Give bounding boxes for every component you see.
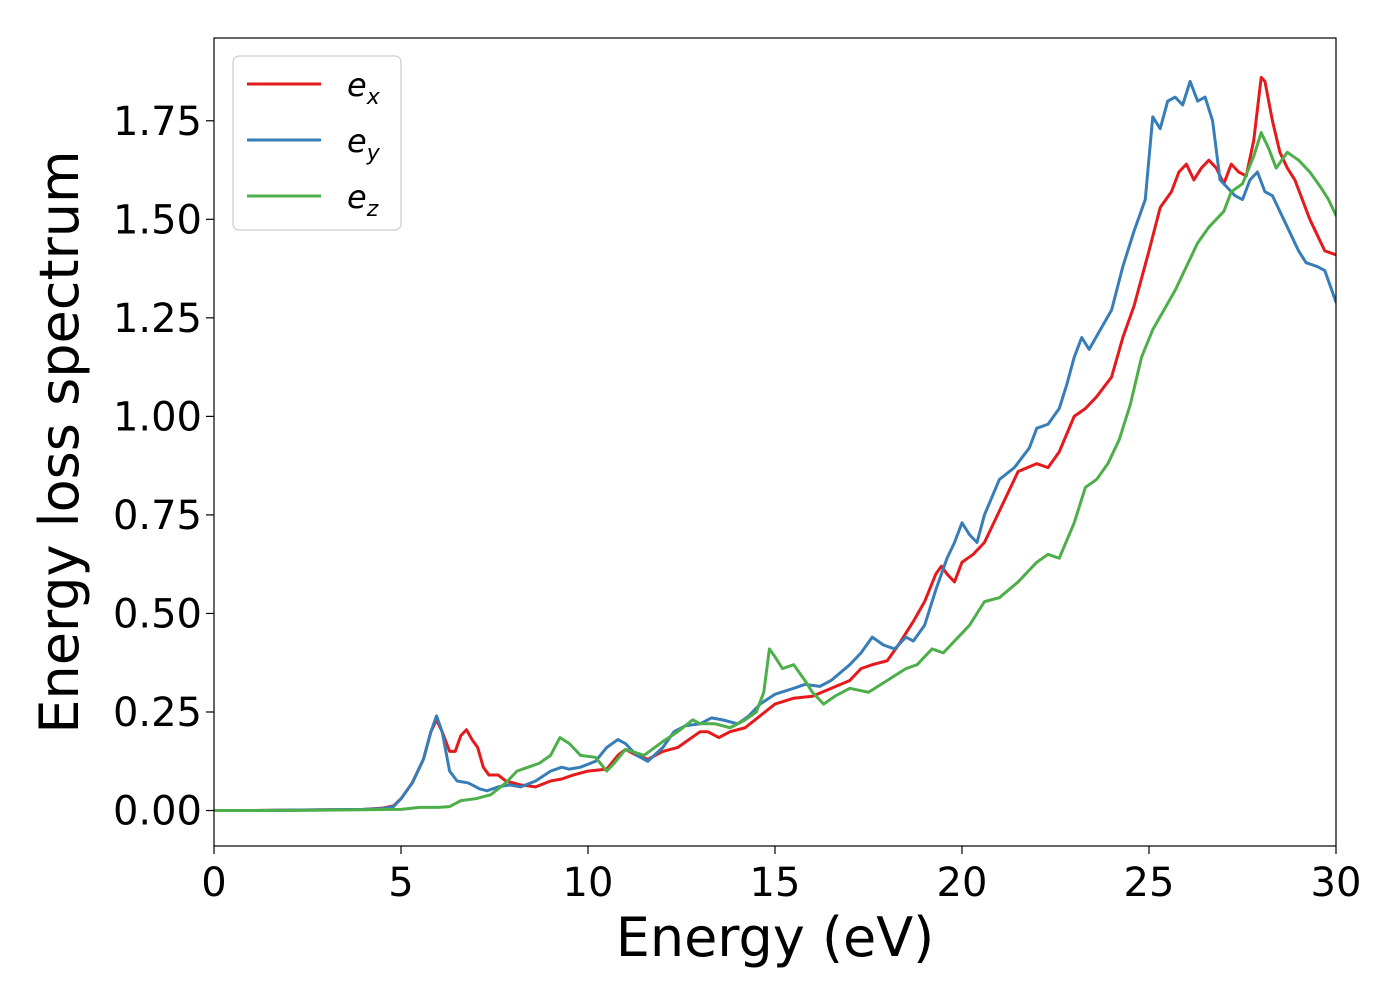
legend-box xyxy=(232,55,402,231)
series-line-x xyxy=(214,75,1336,813)
x-tick-label: 20 xyxy=(937,860,988,906)
x-tick-label: 15 xyxy=(750,860,801,906)
x-tick-label: 25 xyxy=(1124,860,1175,906)
legend-label-z: ez xyxy=(347,178,379,222)
y-tick-label: 1.25 xyxy=(113,296,202,342)
plot-lines xyxy=(214,75,1336,813)
y-tick-label: 0.00 xyxy=(113,789,202,835)
y-tick-label: 1.00 xyxy=(113,394,202,440)
y-tick-label: 0.25 xyxy=(113,690,202,736)
legend-label-y: ey xyxy=(347,122,381,166)
y-tick-label: 0.50 xyxy=(113,591,202,637)
x-tick-label: 10 xyxy=(563,860,614,906)
y-axis-label: Energy loss spectrum xyxy=(28,150,91,733)
x-axis-label: Energy (eV) xyxy=(616,906,935,969)
x-tick-label: 0 xyxy=(201,860,226,906)
series-line-y xyxy=(214,79,1336,813)
x-axis-ticks: 0 5 10 15 20 25 30 xyxy=(201,846,1361,906)
y-tick-label: 1.75 xyxy=(113,99,202,145)
y-tick-label: 1.50 xyxy=(113,197,202,243)
x-tick-label: 30 xyxy=(1311,860,1362,906)
y-tick-label: 0.75 xyxy=(113,493,202,539)
legend-label-x: ex xyxy=(347,66,381,110)
x-tick-label: 5 xyxy=(388,860,413,906)
legend: ex ey ez xyxy=(232,55,402,231)
series-line-z xyxy=(214,131,1336,813)
y-axis-ticks: 0.00 0.25 0.50 0.75 1.00 1.25 1.50 1.75 xyxy=(113,99,214,835)
plot-frame xyxy=(213,37,1337,847)
